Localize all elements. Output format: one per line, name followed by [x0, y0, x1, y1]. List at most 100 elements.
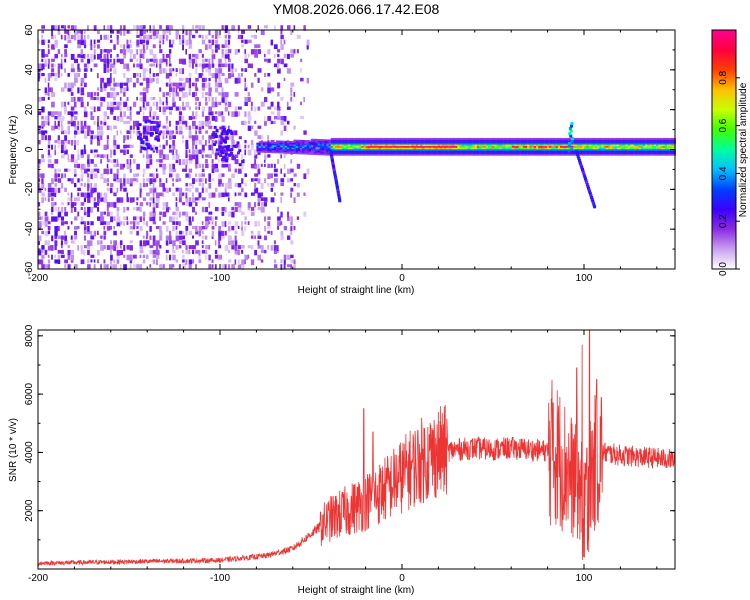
heatmap-cell: [313, 143, 316, 146]
heatmap-cell: [584, 152, 587, 155]
heatmap-cell: [178, 192, 183, 198]
heatmap-cell: [588, 150, 591, 153]
heatmap-cell: [237, 111, 241, 117]
heatmap-cell: [361, 152, 364, 155]
heatmap-cell: [283, 259, 286, 265]
heatmap-cell: [182, 82, 186, 88]
heatmap-cell: [263, 149, 266, 152]
heatmap-cell: [529, 142, 532, 145]
heatmap-cell: [542, 153, 545, 156]
heatmap-cell: [97, 168, 100, 174]
heatmap-cell: [90, 183, 93, 189]
heatmap-cell: [474, 139, 478, 142]
heatmap-cell: [533, 144, 537, 147]
heatmap-cell: [586, 147, 589, 150]
heatmap-cell: [290, 178, 293, 182]
heatmap-cell: [198, 125, 202, 130]
heatmap-cell: [367, 139, 371, 142]
heatmap-cell: [133, 159, 136, 164]
heatmap-cell: [319, 150, 323, 153]
heatmap-cell: [136, 202, 139, 206]
heatmap-cell: [352, 137, 355, 140]
heatmap-cell: [244, 120, 247, 126]
heatmap-cell: [341, 152, 344, 155]
heatmap-cell: [345, 149, 349, 151]
heatmap-cell: [463, 137, 467, 140]
heatmap-cell: [669, 144, 672, 147]
heatmap-cell: [139, 149, 143, 153]
heatmap-cell: [566, 153, 569, 156]
heatmap-cell: [64, 30, 69, 34]
heatmap-cell: [97, 249, 100, 256]
heatmap-cell: [208, 96, 211, 102]
heatmap-cell: [409, 141, 412, 143]
heatmap-cell: [402, 139, 406, 142]
heatmap-cell: [459, 147, 462, 150]
heatmap-cell: [311, 148, 314, 151]
heatmap-cell: [485, 137, 489, 140]
heatmap-cell: [152, 53, 157, 59]
heatmap-cell: [507, 141, 510, 143]
heatmap-cell: [74, 116, 78, 121]
heatmap-cell: [426, 152, 430, 155]
heatmap-cell: [169, 63, 172, 67]
heatmap-cell: [557, 139, 561, 142]
heatmap-cell: [234, 92, 239, 97]
heatmap-cell: [553, 139, 556, 142]
heatmap-cell: [159, 120, 161, 127]
heatmap-cell: [522, 153, 526, 156]
heatmap-cell: [372, 142, 375, 145]
heatmap-cell: [159, 226, 162, 232]
heatmap-cell: [326, 142, 329, 145]
heatmap-cell: [205, 154, 209, 158]
heatmap-cell: [241, 264, 245, 271]
heatmap-cell: [354, 150, 358, 153]
heatmap-cell: [586, 144, 589, 147]
heatmap-cell: [201, 163, 204, 169]
heatmap-cell: [337, 137, 340, 140]
heatmap-cell: [142, 96, 147, 102]
heatmap-cell: [418, 153, 421, 156]
heatmap-cell: [300, 151, 303, 153]
heatmap-cell: [277, 245, 279, 251]
heatmap-cell: [649, 142, 652, 145]
heatmap-cell: [250, 49, 255, 55]
heatmap-cell: [584, 147, 587, 150]
heatmap-cell: [461, 139, 465, 142]
heatmap-cell: [142, 68, 147, 73]
heatmap-cell: [636, 152, 639, 155]
heatmap-cell: [60, 130, 65, 135]
heatmap-cell: [178, 34, 181, 40]
heatmap-cell: [623, 137, 626, 140]
heatmap-cell: [359, 139, 362, 142]
heatmap-cell: [188, 116, 193, 120]
heatmap-cell: [64, 264, 67, 268]
heatmap-cell: [632, 145, 635, 148]
heatmap-cell: [201, 87, 205, 91]
heatmap-cell: [487, 144, 491, 147]
heatmap-cell: [44, 240, 48, 245]
heatmap-cell: [110, 125, 112, 131]
heatmap-cell: [195, 30, 198, 34]
heatmap-cell: [616, 144, 620, 147]
heatmap-cell: [603, 147, 607, 150]
heatmap-cell: [237, 192, 242, 196]
heatmap-cell: [267, 230, 270, 234]
heatmap-cell: [567, 149, 571, 153]
heatmap-cell: [178, 264, 181, 269]
heatmap-cell: [391, 152, 395, 155]
heatmap-cell: [228, 30, 231, 35]
heatmap-cell: [38, 173, 42, 178]
heatmap-cell: [592, 141, 596, 143]
heatmap-cell: [159, 264, 163, 269]
heatmap-cell: [139, 240, 142, 247]
heatmap-cell: [636, 149, 639, 151]
heatmap-cell: [254, 183, 257, 189]
heatmap-cell: [317, 151, 320, 154]
heatmap-cell: [41, 178, 44, 184]
heatmap-cell: [594, 149, 598, 151]
heatmap-cell: [129, 58, 133, 62]
heatmap-cell: [276, 143, 279, 146]
heatmap-cell: [51, 197, 54, 202]
heatmap-cell: [618, 150, 622, 153]
